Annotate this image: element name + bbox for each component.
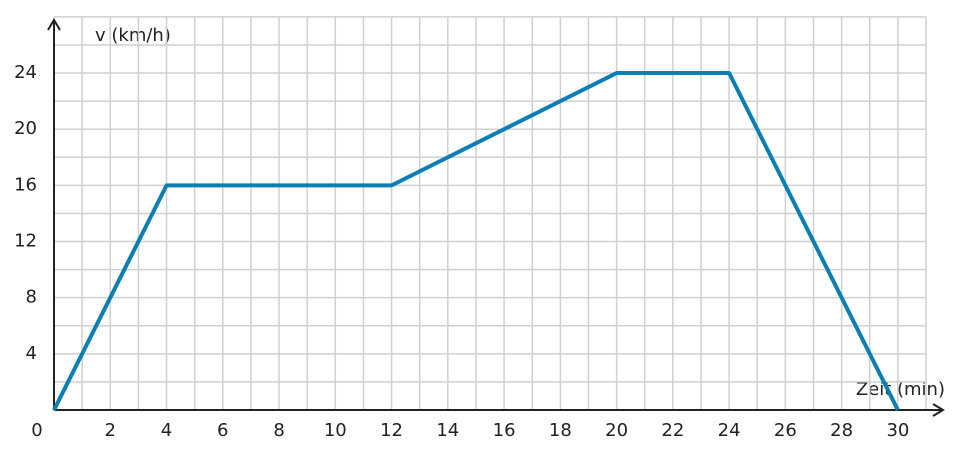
y-tick-label: 12 bbox=[14, 231, 37, 252]
line bbox=[52, 71, 900, 411]
x-tick-label: 24 bbox=[718, 420, 741, 441]
y-axis-label: v (km/h) bbox=[95, 25, 171, 46]
x-tick-label: 8 bbox=[273, 420, 284, 441]
x-tick-label: 30 bbox=[886, 420, 909, 441]
y-tick-label: 4 bbox=[26, 343, 37, 364]
x-tick-label: 12 bbox=[380, 420, 403, 441]
x-axis bbox=[54, 403, 945, 417]
x-axis-label: Zeit (min) bbox=[856, 379, 945, 400]
x-tick-label: 4 bbox=[161, 420, 172, 441]
x-tick-label: 22 bbox=[661, 420, 684, 441]
y-tick-label: 16 bbox=[14, 174, 37, 195]
x-tick-label: 20 bbox=[605, 420, 628, 441]
x-tick-label: 0 bbox=[31, 420, 42, 441]
y-axis bbox=[47, 18, 61, 410]
x-tick-label: 14 bbox=[436, 420, 459, 441]
x-tick-label: 28 bbox=[830, 420, 853, 441]
y-tick-label: 8 bbox=[26, 287, 37, 308]
x-tick-label: 16 bbox=[493, 420, 516, 441]
y-tick-label: 24 bbox=[14, 62, 37, 83]
x-tick-label: 2 bbox=[105, 420, 116, 441]
x-tick-label: 10 bbox=[324, 420, 347, 441]
x-tick-label: 18 bbox=[549, 420, 572, 441]
x-tick-label: 26 bbox=[774, 420, 797, 441]
y-tick-label: 20 bbox=[14, 118, 37, 139]
x-tick-label: 6 bbox=[217, 420, 228, 441]
